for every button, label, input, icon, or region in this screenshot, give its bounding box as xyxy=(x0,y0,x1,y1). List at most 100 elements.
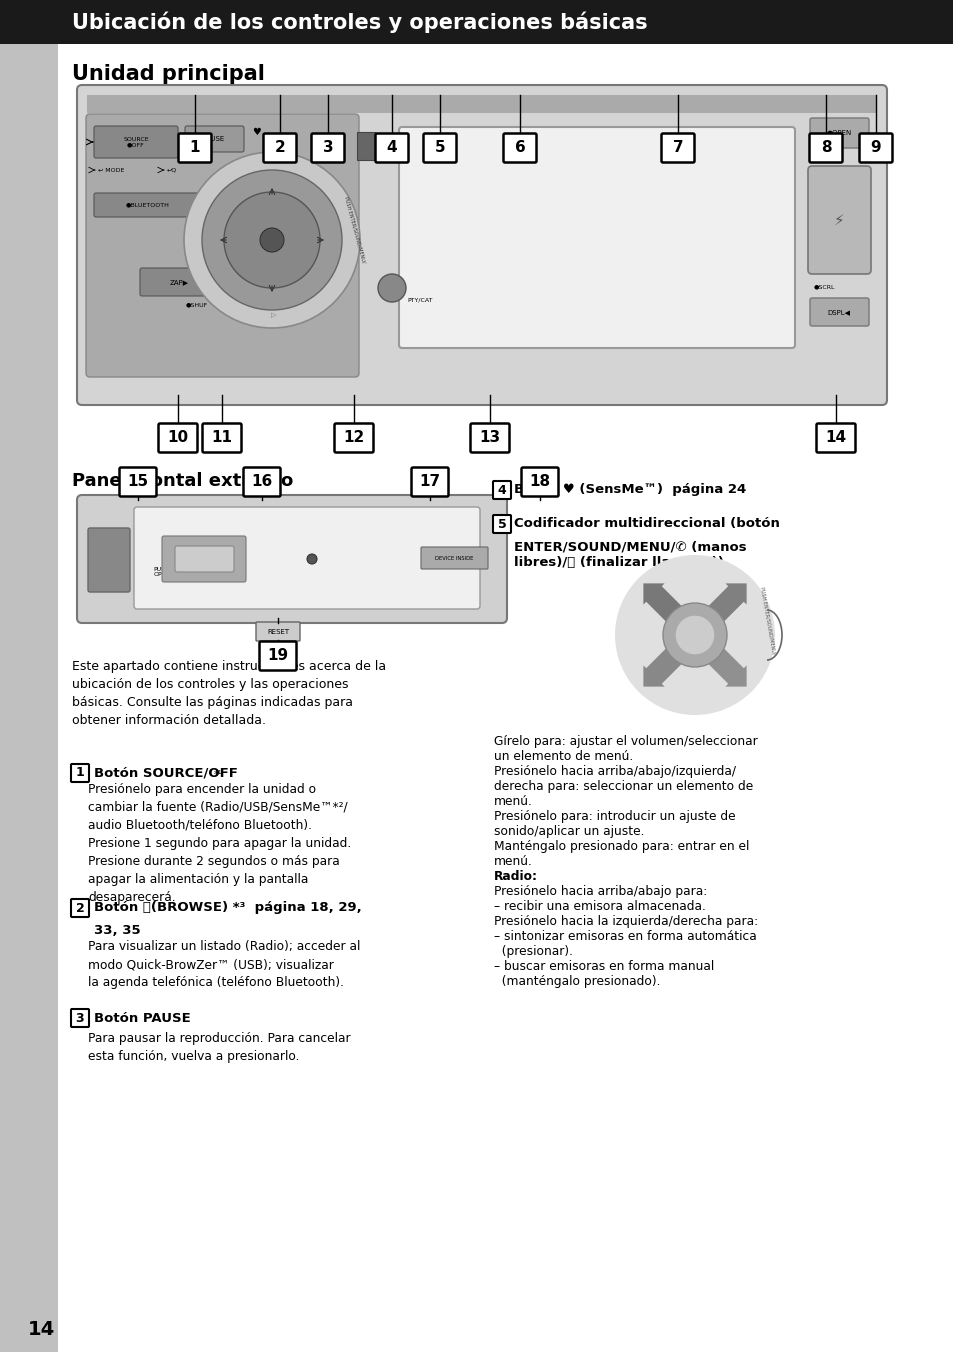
Text: DSPL◀: DSPL◀ xyxy=(826,310,850,315)
FancyBboxPatch shape xyxy=(312,134,344,162)
Text: 4: 4 xyxy=(386,141,396,155)
Text: PUSH ENTER/SOUND/MENU/: PUSH ENTER/SOUND/MENU/ xyxy=(344,196,366,264)
FancyBboxPatch shape xyxy=(71,899,89,917)
FancyBboxPatch shape xyxy=(375,134,408,162)
Bar xyxy=(356,132,375,160)
Text: 18: 18 xyxy=(529,475,550,489)
Text: ↩Q: ↩Q xyxy=(167,168,177,173)
FancyBboxPatch shape xyxy=(809,118,868,147)
Text: Ubicación de los controles y operaciones básicas: Ubicación de los controles y operaciones… xyxy=(71,11,647,32)
FancyBboxPatch shape xyxy=(398,127,794,347)
Text: (presionar).: (presionar). xyxy=(494,945,573,959)
FancyArrow shape xyxy=(642,583,680,622)
Text: 7: 7 xyxy=(672,141,682,155)
Text: menú.: menú. xyxy=(494,854,533,868)
Text: 5: 5 xyxy=(497,518,506,530)
Text: Presiónelo para: introducir un ajuste de: Presiónelo para: introducir un ajuste de xyxy=(494,810,735,823)
Bar xyxy=(0,0,953,45)
FancyBboxPatch shape xyxy=(202,423,241,453)
Text: PUSH
OPEN: PUSH OPEN xyxy=(153,566,171,577)
Text: ♥: ♥ xyxy=(253,127,261,137)
FancyBboxPatch shape xyxy=(119,468,156,496)
FancyBboxPatch shape xyxy=(243,468,280,496)
Text: PUSH ENTER/SOUND/MENU/: PUSH ENTER/SOUND/MENU/ xyxy=(760,585,776,654)
Text: PTY/CAT: PTY/CAT xyxy=(407,297,432,303)
Text: sonido/aplicar un ajuste.: sonido/aplicar un ajuste. xyxy=(494,825,644,838)
Text: – sintonizar emisoras en forma automática: – sintonizar emisoras en forma automátic… xyxy=(494,930,756,942)
Text: 33, 35: 33, 35 xyxy=(94,923,140,937)
FancyBboxPatch shape xyxy=(493,481,511,499)
Text: Gírelo para: ajustar el volumen/seleccionar: Gírelo para: ajustar el volumen/seleccio… xyxy=(494,735,757,748)
FancyBboxPatch shape xyxy=(86,114,358,377)
Text: 14: 14 xyxy=(824,430,845,446)
Text: Botón ♥️ (SensMe™)  página 24: Botón ♥️ (SensMe™) página 24 xyxy=(514,484,745,496)
Text: Radio:: Radio: xyxy=(494,869,537,883)
FancyBboxPatch shape xyxy=(88,529,130,592)
Text: – recibir una emisora almacenada.: – recibir una emisora almacenada. xyxy=(494,900,705,913)
Text: derecha para: seleccionar un elemento de: derecha para: seleccionar un elemento de xyxy=(494,780,753,794)
Text: 1: 1 xyxy=(190,141,200,155)
FancyArrow shape xyxy=(642,649,680,687)
Text: ↩ MODE: ↩ MODE xyxy=(98,168,124,173)
Text: ZAP▶: ZAP▶ xyxy=(170,279,189,285)
FancyBboxPatch shape xyxy=(178,134,212,162)
Text: 9: 9 xyxy=(870,141,881,155)
Text: (manténgalo presionado).: (manténgalo presionado). xyxy=(494,975,659,988)
Text: ●SHUF: ●SHUF xyxy=(186,303,208,307)
Text: PAUSE: PAUSE xyxy=(203,137,225,142)
Text: Panel frontal extraído: Panel frontal extraído xyxy=(71,472,293,489)
Text: 11: 11 xyxy=(212,430,233,446)
FancyBboxPatch shape xyxy=(809,134,841,162)
FancyBboxPatch shape xyxy=(503,134,536,162)
Text: ●OPEN: ●OPEN xyxy=(825,130,851,137)
FancyBboxPatch shape xyxy=(493,515,511,533)
FancyBboxPatch shape xyxy=(185,126,244,151)
Text: menú.: menú. xyxy=(494,795,533,808)
Text: Presiónelo para encender la unidad o
cambiar la fuente (Radio/USB/SensMe™*²/
aud: Presiónelo para encender la unidad o cam… xyxy=(88,783,351,904)
Text: ⚡: ⚡ xyxy=(833,212,843,227)
FancyBboxPatch shape xyxy=(809,297,868,326)
Text: 8: 8 xyxy=(820,141,830,155)
Circle shape xyxy=(377,274,406,301)
Bar xyxy=(87,95,876,114)
FancyBboxPatch shape xyxy=(71,1009,89,1028)
Text: RESET: RESET xyxy=(267,629,289,634)
Circle shape xyxy=(615,556,774,715)
Text: un elemento de menú.: un elemento de menú. xyxy=(494,750,633,763)
FancyBboxPatch shape xyxy=(94,193,203,218)
Text: 4: 4 xyxy=(497,484,506,496)
FancyBboxPatch shape xyxy=(94,126,178,158)
FancyBboxPatch shape xyxy=(335,423,374,453)
FancyBboxPatch shape xyxy=(158,423,197,453)
Text: ●SCRL: ●SCRL xyxy=(813,284,835,289)
Text: Botón SOURCE/OFF: Botón SOURCE/OFF xyxy=(94,767,237,780)
FancyBboxPatch shape xyxy=(263,134,296,162)
Text: Botón PAUSE: Botón PAUSE xyxy=(94,1011,191,1025)
FancyBboxPatch shape xyxy=(259,641,296,671)
Text: 2: 2 xyxy=(274,141,285,155)
Text: 19: 19 xyxy=(267,649,288,664)
Circle shape xyxy=(202,170,341,310)
FancyBboxPatch shape xyxy=(420,548,488,569)
Text: 5: 5 xyxy=(435,141,445,155)
Text: DEVICE INSIDE: DEVICE INSIDE xyxy=(435,556,473,561)
Text: ●BLUETOOTH: ●BLUETOOTH xyxy=(126,203,170,207)
Text: Codificador multidireccional (botón: Codificador multidireccional (botón xyxy=(514,518,779,530)
Text: 12: 12 xyxy=(343,430,364,446)
Text: 2: 2 xyxy=(75,902,84,914)
Bar xyxy=(0,0,58,1352)
Circle shape xyxy=(675,615,714,654)
FancyBboxPatch shape xyxy=(77,85,886,406)
FancyBboxPatch shape xyxy=(859,134,892,162)
FancyArrow shape xyxy=(708,583,746,622)
Text: ENTER/SOUND/MENU/✆ (manos: ENTER/SOUND/MENU/✆ (manos xyxy=(514,539,746,553)
FancyBboxPatch shape xyxy=(71,764,89,781)
FancyBboxPatch shape xyxy=(140,268,219,296)
FancyBboxPatch shape xyxy=(423,134,456,162)
FancyBboxPatch shape xyxy=(470,423,509,453)
Text: Presiónelo hacia la izquierda/derecha para:: Presiónelo hacia la izquierda/derecha pa… xyxy=(494,915,758,927)
Text: ▷: ▷ xyxy=(271,312,276,318)
FancyBboxPatch shape xyxy=(411,468,448,496)
Circle shape xyxy=(662,603,726,667)
Circle shape xyxy=(307,554,316,564)
